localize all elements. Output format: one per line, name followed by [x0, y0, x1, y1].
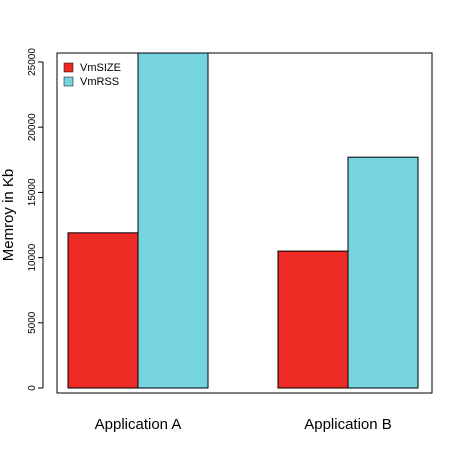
bar-vmrss-2 — [347, 156, 419, 389]
y-tick-label: 5000 — [27, 311, 38, 334]
x-category-label: Application A — [95, 416, 182, 433]
x-axis-labels: Application A Application B — [95, 416, 392, 433]
y-tick-label: 15000 — [27, 178, 38, 206]
y-axis: 0 5000 10000 15000 20000 25000 — [27, 48, 44, 391]
y-tick-label: 25000 — [27, 48, 38, 76]
y-tick-label: 10000 — [27, 243, 38, 271]
legend-swatch-vmrss — [63, 76, 74, 87]
x-category-label: Application B — [304, 416, 392, 433]
y-tick-label: 0 — [27, 385, 38, 391]
bar-vmsize-1 — [67, 232, 139, 389]
legend: VmSIZE VmRSS — [63, 62, 121, 88]
legend-label-vmrss: VmRSS — [80, 76, 119, 88]
bars-group — [67, 52, 419, 389]
bar-vmsize-2 — [277, 250, 349, 389]
bar-vmrss-1 — [137, 52, 209, 389]
y-axis-title: Memroy in Kb — [0, 169, 17, 262]
legend-label-vmsize: VmSIZE — [80, 62, 121, 74]
y-tick-label: 20000 — [27, 113, 38, 141]
legend-swatch-vmsize — [63, 62, 74, 73]
plot-frame — [56, 52, 433, 394]
